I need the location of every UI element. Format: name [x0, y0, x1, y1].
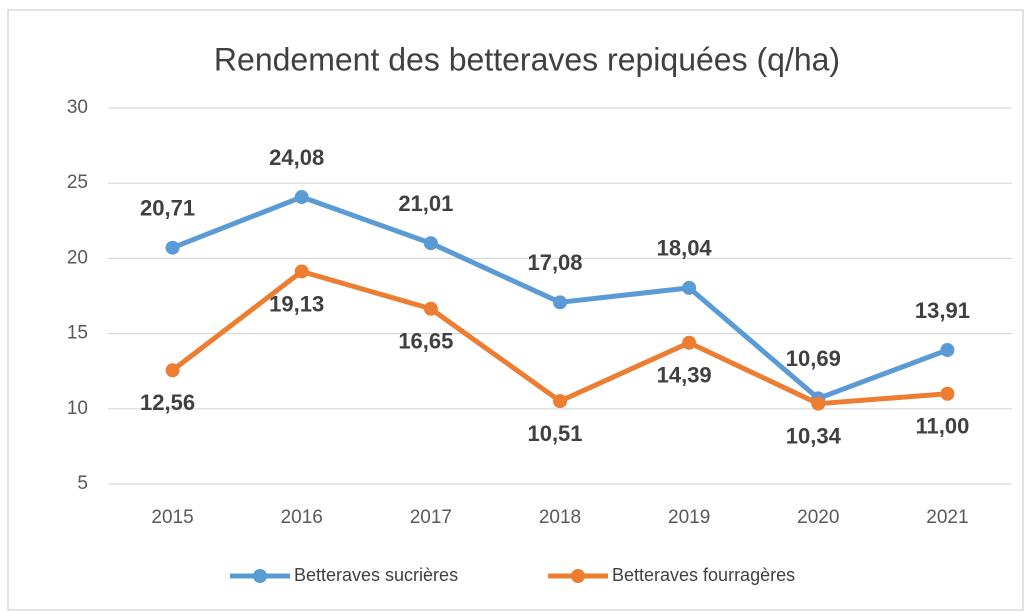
- value-label: 10,34: [786, 423, 842, 448]
- value-label: 13,91: [915, 298, 970, 323]
- x-tick-label: 2020: [797, 507, 839, 528]
- value-label: 18,04: [657, 236, 713, 261]
- point: [811, 396, 826, 411]
- point: [165, 363, 180, 378]
- point: [165, 240, 180, 255]
- y-tick-label: 25: [67, 172, 88, 193]
- value-label: 14,39: [657, 363, 712, 388]
- y-tick-label: 15: [67, 323, 88, 344]
- y-tick-label: 20: [67, 247, 88, 268]
- value-label: 12,56: [140, 390, 195, 415]
- point: [294, 190, 309, 205]
- value-label: 21,01: [398, 191, 453, 216]
- x-tick-label: 2017: [410, 507, 452, 528]
- point: [940, 342, 955, 357]
- x-tick-label: 2018: [539, 507, 581, 528]
- point: [423, 236, 438, 251]
- point: [682, 335, 697, 350]
- x-tick-label: 2016: [281, 507, 323, 528]
- point: [294, 264, 309, 279]
- legend-label: Betteraves fourragères: [612, 565, 795, 585]
- y-tick-label: 10: [67, 398, 88, 419]
- value-label: 10,69: [786, 346, 841, 371]
- point: [940, 386, 955, 401]
- x-tick-label: 2015: [151, 507, 193, 528]
- legend-label: Betteraves sucrières: [294, 565, 458, 585]
- point: [423, 301, 438, 316]
- legend-marker: [571, 569, 585, 583]
- point: [553, 394, 567, 409]
- chart-border: [7, 9, 1024, 611]
- chart-title: Rendement des betteraves repiquées (q/ha…: [214, 41, 840, 77]
- legend-marker: [253, 569, 267, 583]
- value-label: 17,08: [527, 250, 582, 275]
- y-tick-label: 30: [67, 97, 88, 118]
- x-tick-label: 2021: [926, 507, 968, 528]
- value-label: 11,00: [916, 414, 970, 439]
- value-label: 24,08: [269, 145, 324, 170]
- point: [553, 295, 567, 310]
- y-tick-label: 5: [77, 473, 88, 494]
- value-label: 10,51: [527, 421, 582, 446]
- value-label: 20,71: [140, 196, 195, 221]
- value-label: 16,65: [398, 329, 453, 354]
- value-label: 19,13: [269, 291, 324, 316]
- point: [682, 280, 697, 295]
- x-tick-label: 2019: [668, 507, 710, 528]
